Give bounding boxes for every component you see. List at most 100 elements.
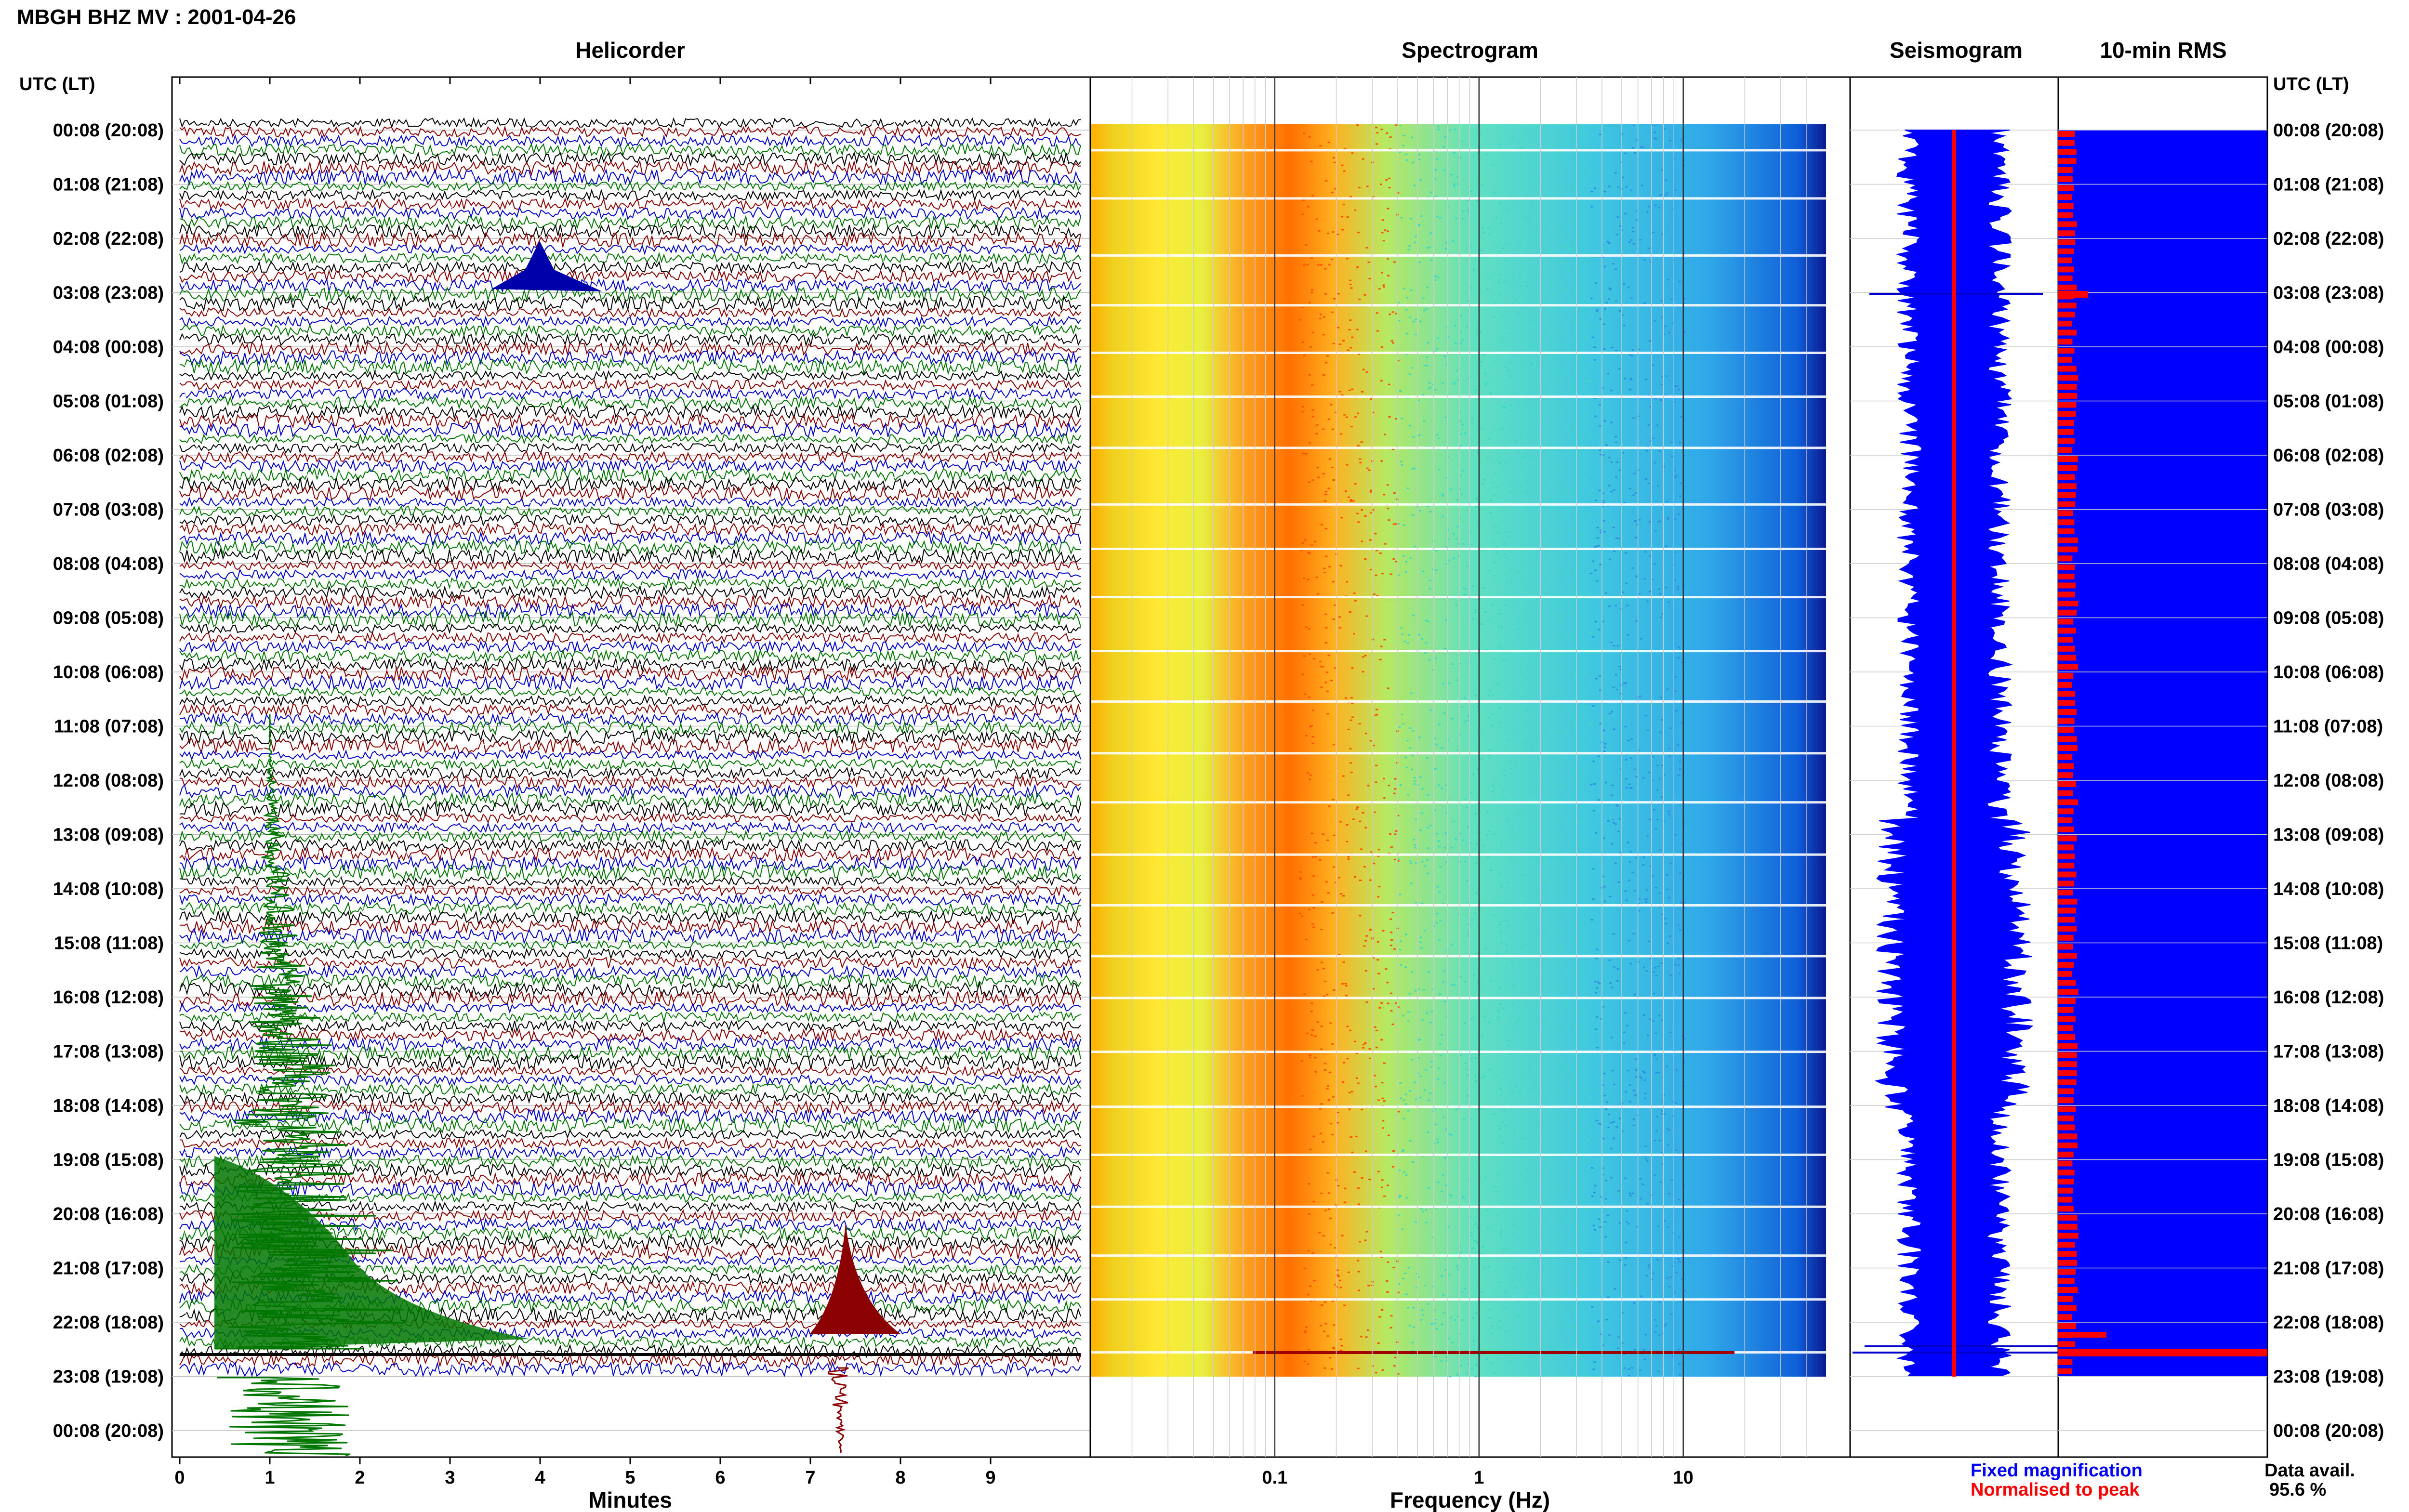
spectrogram-speckle — [1431, 1236, 1434, 1238]
spectrogram-speckle — [1461, 1291, 1464, 1293]
time-label-right: 07:08 (03:08) — [2273, 500, 2384, 520]
spectrogram-speckle — [1549, 869, 1551, 871]
spectrogram-speckle — [1357, 412, 1359, 414]
spectrogram-speckle — [1405, 1293, 1408, 1295]
spectrogram-speckle — [1663, 774, 1666, 776]
spectrogram-speckle — [1507, 740, 1510, 742]
spectrogram-speckle — [1311, 409, 1314, 411]
spectrogram-speckle — [1454, 129, 1456, 131]
spectrogram-speckle — [1616, 645, 1619, 646]
spectrogram-speckle — [1657, 207, 1660, 209]
spectrogram-speckle — [1400, 1097, 1403, 1099]
helicorder-trace-row — [179, 884, 1081, 897]
rms-normalised-bar — [2058, 131, 2075, 137]
spectrogram-speckle — [1390, 945, 1392, 947]
spectrogram-speckle — [1471, 585, 1474, 587]
rms-normalised-bar — [2058, 962, 2074, 968]
spectrogram-speckle — [1425, 308, 1428, 310]
spectrogram-speckle — [1465, 1068, 1468, 1070]
spectrogram-speckle — [1491, 724, 1494, 726]
spectrogram-speckle — [1481, 428, 1483, 430]
spectrogram-speckle — [1595, 500, 1598, 501]
spectrogram-speckle — [1507, 1044, 1509, 1046]
spectrogram-speckle — [1342, 775, 1345, 777]
spectrogram-speckle — [1535, 735, 1538, 736]
helicorder-trace-row — [179, 893, 1081, 907]
spectrogram-speckle — [1615, 300, 1617, 302]
spectrogram-speckle — [1459, 342, 1462, 344]
spectrogram-speckle — [1635, 1076, 1637, 1078]
spectrogram-speckle — [1324, 1063, 1326, 1065]
spectrogram-speckle — [1406, 1197, 1408, 1199]
spectrogram-title: Spectrogram — [1402, 38, 1538, 63]
data-availability-value: 95.6 % — [2269, 1480, 2326, 1500]
spectrogram-speckle — [1675, 1149, 1678, 1151]
rms-normalised-bar — [2058, 1206, 2074, 1212]
time-label-right: 19:08 (15:08) — [2273, 1150, 2384, 1170]
spectrogram-speckle — [1486, 288, 1489, 290]
spectrogram-speckle — [1592, 761, 1595, 763]
rms-normalised-bar — [2058, 375, 2078, 381]
spectrogram-speckle — [1417, 1276, 1420, 1278]
spectrogram-speckle — [1314, 1071, 1317, 1073]
spectrogram-speckle — [1663, 1325, 1666, 1327]
spectrogram-speckle — [1456, 1315, 1459, 1317]
spectrogram-speckle — [1338, 627, 1341, 629]
spectrogram-speckle — [1399, 1082, 1402, 1084]
spectrogram-speckle — [1461, 424, 1464, 426]
spectrogram-speckle — [1472, 1247, 1475, 1249]
spectrogram-speckle — [1396, 1261, 1399, 1262]
spectrogram-speckle — [1558, 643, 1561, 645]
spectrogram-speckle — [1428, 1100, 1430, 1102]
spectrogram-speckle — [1580, 1185, 1583, 1187]
spectrogram-speckle — [1430, 1066, 1433, 1068]
spectrogram-speckle — [1586, 1373, 1588, 1375]
rms-normalised-bar — [2058, 907, 2076, 914]
spectrogram-speckle — [1323, 1330, 1326, 1332]
spectrogram-speckle — [1584, 1144, 1587, 1145]
spectrogram-speckle — [1526, 1278, 1529, 1280]
spectrogram-speckle — [1452, 533, 1455, 535]
spectrogram-speckle — [1484, 1177, 1487, 1179]
spectrogram-speckle — [1543, 1373, 1546, 1374]
rms-normalised-bar — [2058, 212, 2073, 218]
spectrogram-speckle — [1309, 1285, 1312, 1287]
helicorder-trace-highlight — [184, 523, 1073, 535]
spectrogram-speckle — [1311, 479, 1314, 481]
spectrogram-tick-label: 0.1 — [1262, 1468, 1287, 1488]
spectrogram-speckle — [1603, 191, 1606, 193]
spectrogram-speckle — [1312, 926, 1315, 928]
spectrogram-speckle — [1512, 1232, 1515, 1234]
spectrogram-speckle — [1349, 748, 1352, 749]
helicorder-trace-row — [179, 395, 1081, 410]
spectrogram-speckle — [1541, 778, 1544, 780]
spectrogram-speckle — [1415, 902, 1418, 904]
spectrogram-speckle — [1325, 671, 1328, 673]
spectrogram-speckle — [1654, 320, 1656, 322]
rms-normalised-bar — [2058, 664, 2078, 670]
helicorder-trace-row — [179, 1019, 1081, 1033]
spectrogram-speckle — [1421, 788, 1424, 790]
spectrogram-speckle — [1467, 378, 1470, 380]
rms-normalised-bar — [2058, 1215, 2078, 1221]
helicorder-trace-row — [179, 674, 1081, 692]
spectrogram-speckle — [1655, 828, 1657, 830]
spectrogram-speckle — [1465, 1063, 1468, 1065]
spectrogram-speckle — [1404, 1093, 1407, 1095]
spectrogram-speckle — [1589, 380, 1592, 382]
spectrogram-speckle — [1607, 1126, 1610, 1128]
spectrogram-speckle — [1415, 318, 1417, 320]
spectrogram-speckle — [1326, 233, 1329, 235]
spectrogram-speckle — [1509, 1053, 1512, 1055]
spectrogram-speckle — [1455, 538, 1458, 539]
spectrogram-speckle — [1668, 814, 1670, 815]
spectrogram-speckle — [1393, 859, 1396, 860]
spectrogram-speckle — [1434, 275, 1437, 277]
spectrogram-panel: 0.1 1 10 Frequency (Hz) — [1089, 76, 1851, 1512]
spectrogram-speckle — [1390, 340, 1393, 342]
spectrogram-speckle — [1645, 889, 1648, 891]
spectrogram-speckle — [1643, 967, 1646, 969]
spectrogram-speckle — [1307, 1349, 1310, 1350]
helicorder-trace-row — [179, 758, 1081, 771]
spectrogram-speckle — [1595, 992, 1598, 994]
